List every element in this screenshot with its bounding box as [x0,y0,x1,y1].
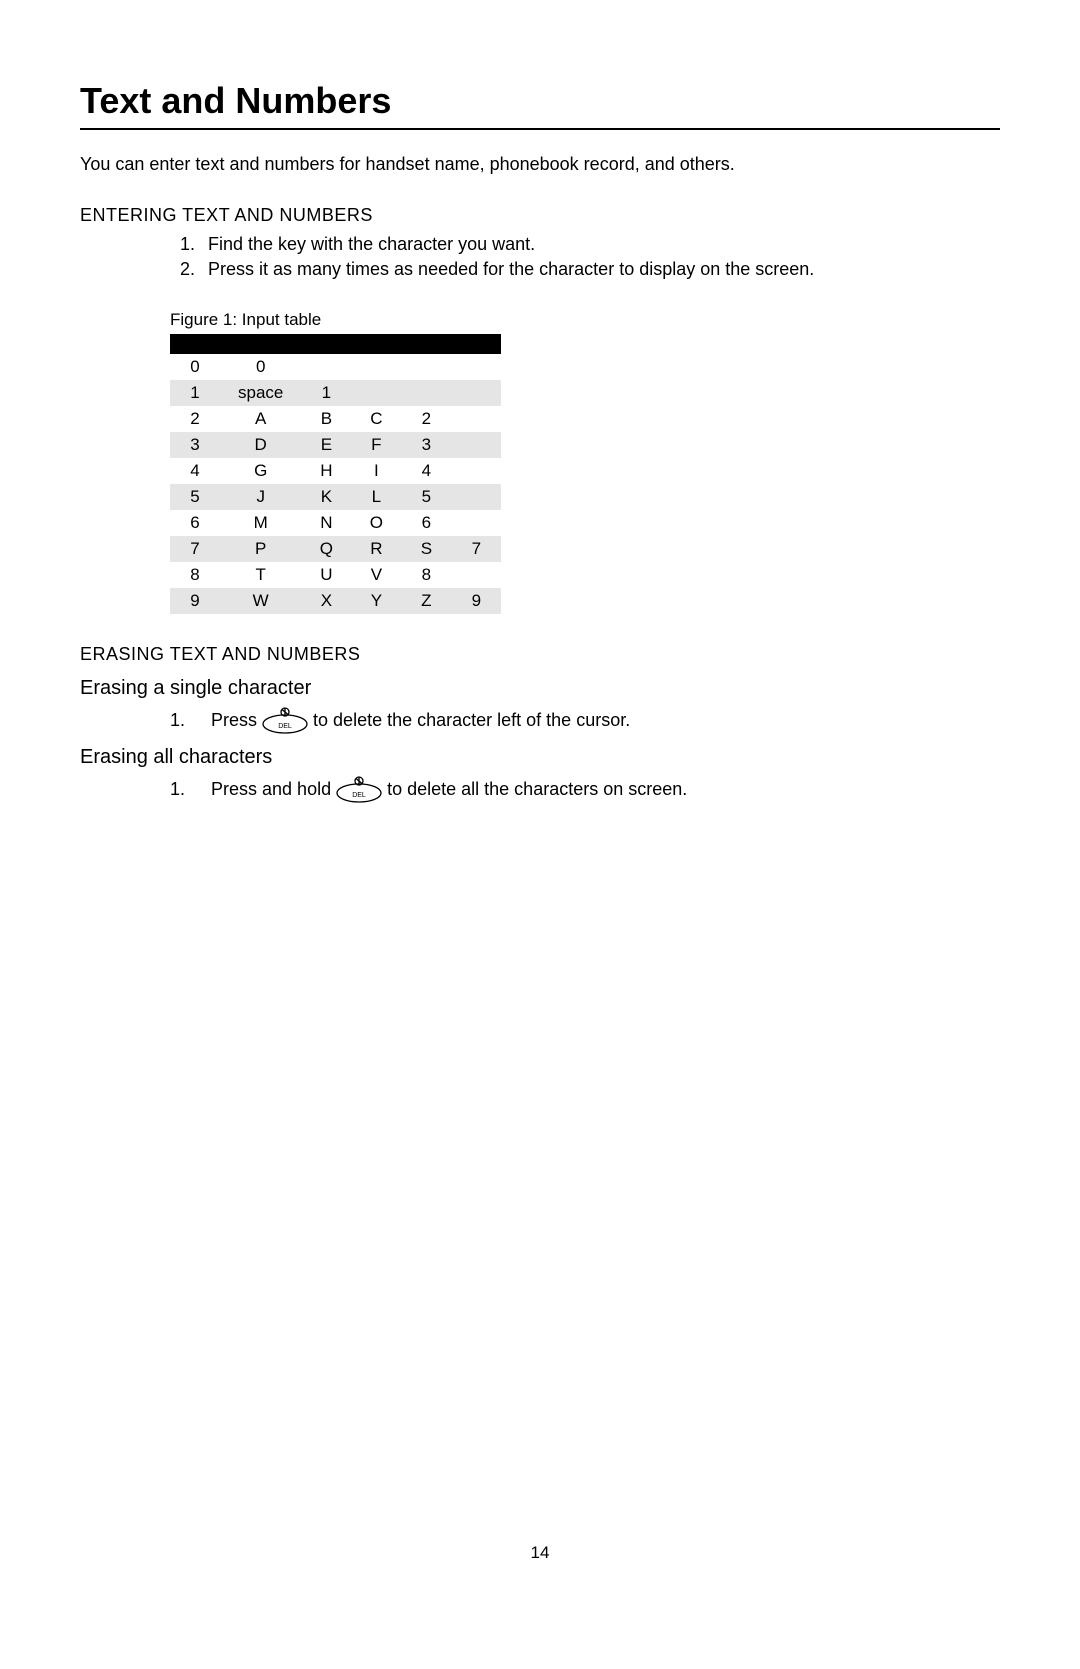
table-cell: O [351,510,401,536]
table-row: 6MNO6 [170,510,501,536]
figure-caption: Figure 1: Input table [170,310,1000,330]
del-icon: DEL [335,775,383,803]
step-number: 1. [170,710,185,731]
table-cell: 3 [170,432,220,458]
table-cell [351,354,401,380]
table-cell: Q [301,536,351,562]
table-cell: N [301,510,351,536]
table-cell [451,354,501,380]
intro-text: You can enter text and numbers for hands… [80,154,1000,175]
erasing-single-title: Erasing a single character [80,677,1000,700]
table-cell: G [220,458,301,484]
page-number: 14 [80,1543,1000,1563]
svg-text:DEL: DEL [278,723,292,730]
table-cell: 0 [220,354,301,380]
erasing-all-step: 1. Press and hold DEL to delete all the … [170,775,1000,803]
table-cell: F [351,432,401,458]
table-cell: B [301,406,351,432]
entering-step: Press it as many times as needed for the… [200,259,1000,280]
table-cell: 3 [401,432,451,458]
table-cell: A [220,406,301,432]
table-cell: J [220,484,301,510]
table-cell: 8 [170,562,220,588]
table-cell: 2 [170,406,220,432]
table-cell: K [301,484,351,510]
table-cell [401,380,451,406]
erasing-single-step: 1. Press DEL to delete the character lef… [170,706,1000,734]
input-table-header-row [170,334,501,354]
table-cell: space [220,380,301,406]
table-cell [301,354,351,380]
entering-step: Find the key with the character you want… [200,234,1000,255]
del-icon: DEL [261,706,309,734]
table-cell: T [220,562,301,588]
table-cell: 4 [401,458,451,484]
page-title: Text and Numbers [80,80,1000,130]
table-cell: 7 [451,536,501,562]
step-text-before: Press [211,710,257,731]
table-cell [451,432,501,458]
table-row: 4GHI4 [170,458,501,484]
table-cell [451,484,501,510]
table-cell: 6 [401,510,451,536]
table-cell: M [220,510,301,536]
table-cell: H [301,458,351,484]
table-cell: L [351,484,401,510]
table-cell [451,510,501,536]
table-row: 8TUV8 [170,562,501,588]
input-table-wrap: 001space12ABC23DEF34GHI45JKL56MNO67PQRS7… [170,334,1000,614]
table-row: 1space1 [170,380,501,406]
table-cell [451,458,501,484]
table-cell: 4 [170,458,220,484]
table-cell [451,406,501,432]
table-cell: X [301,588,351,614]
table-cell: 5 [401,484,451,510]
table-cell: C [351,406,401,432]
entering-header: ENTERING TEXT AND NUMBERS [80,205,1000,226]
table-cell [351,380,401,406]
table-cell: Y [351,588,401,614]
step-number: 1. [170,779,185,800]
table-cell [401,354,451,380]
table-cell: 6 [170,510,220,536]
table-row: 9WXYZ9 [170,588,501,614]
erasing-header: ERASING TEXT AND NUMBERS [80,644,1000,665]
step-text-after: to delete all the characters on screen. [387,779,687,800]
table-row: 7PQRS7 [170,536,501,562]
step-text-before: Press and hold [211,779,331,800]
table-cell: Z [401,588,451,614]
table-cell: 2 [401,406,451,432]
table-cell: 1 [301,380,351,406]
table-cell: 8 [401,562,451,588]
table-row: 2ABC2 [170,406,501,432]
step-text-after: to delete the character left of the curs… [313,710,630,731]
table-cell: S [401,536,451,562]
table-row: 00 [170,354,501,380]
table-cell: I [351,458,401,484]
table-cell: 7 [170,536,220,562]
svg-text:DEL: DEL [352,792,366,799]
table-cell: 5 [170,484,220,510]
table-cell: P [220,536,301,562]
erasing-all-title: Erasing all characters [80,746,1000,769]
table-cell: U [301,562,351,588]
table-cell [451,380,501,406]
table-cell: E [301,432,351,458]
table-cell: 0 [170,354,220,380]
table-cell [451,562,501,588]
entering-steps: Find the key with the character you want… [80,234,1000,280]
input-table: 001space12ABC23DEF34GHI45JKL56MNO67PQRS7… [170,334,501,614]
table-row: 5JKL5 [170,484,501,510]
table-cell: W [220,588,301,614]
table-cell: R [351,536,401,562]
table-cell: 9 [451,588,501,614]
table-row: 3DEF3 [170,432,501,458]
table-cell: V [351,562,401,588]
table-cell: 1 [170,380,220,406]
table-cell: 9 [170,588,220,614]
table-cell: D [220,432,301,458]
